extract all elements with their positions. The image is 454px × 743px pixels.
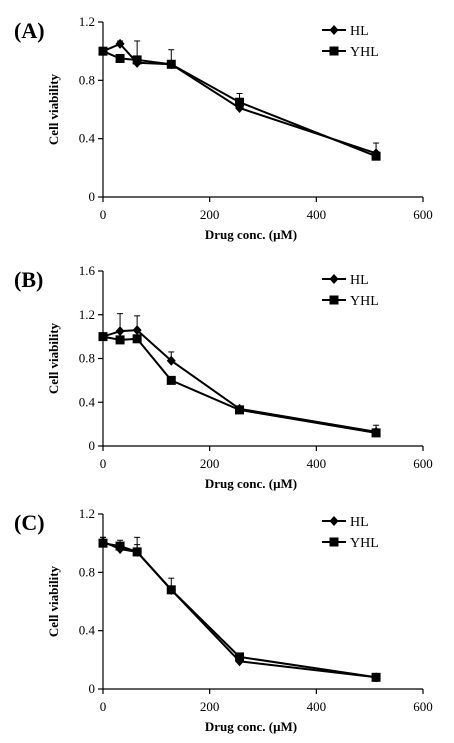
- data-point-square: [115, 335, 125, 345]
- data-point-square: [115, 53, 125, 63]
- x-tick-label: 200: [200, 456, 220, 471]
- y-tick-label: 0.8: [79, 351, 95, 366]
- panel-label: (B): [14, 267, 43, 292]
- legend-marker-diamond: [329, 516, 339, 526]
- x-axis-title: Drug conc. (μM): [205, 476, 297, 491]
- y-axis-title: Cell viability: [46, 73, 61, 145]
- y-tick-label: 1.2: [79, 14, 95, 29]
- y-tick-label: 0.8: [79, 72, 95, 87]
- y-tick-label: 0.8: [79, 564, 95, 579]
- data-point-square: [371, 428, 381, 438]
- legend-marker-diamond: [329, 25, 339, 35]
- series-hl: [98, 313, 381, 437]
- chart-panel-2: (B) 0 0.4 0.8 1.2 1.6 0 200 400 600 Drug conc. (μM…: [14, 263, 433, 491]
- y-tick-label: 0.4: [79, 623, 96, 638]
- y-tick-label: 0: [89, 189, 96, 204]
- x-tick-label: 400: [307, 699, 327, 714]
- data-point-square: [132, 334, 142, 344]
- legend: HL YHL: [322, 515, 379, 551]
- data-point-square: [235, 405, 245, 415]
- legend: HL YHL: [322, 273, 379, 309]
- legend-marker-square: [329, 46, 339, 56]
- x-tick-label: 600: [413, 456, 433, 471]
- legend-marker-diamond: [329, 274, 339, 284]
- y-tick-label: 0: [89, 681, 96, 696]
- y-axis-title: Cell viability: [46, 322, 61, 394]
- panel-label: (C): [14, 510, 45, 535]
- chart-panel-3: (C) 0 0.4 0.8 1.2 0 200 400 600 Drug conc. (μM) Ce…: [14, 506, 433, 734]
- data-point-square: [98, 332, 108, 342]
- x-tick-label: 200: [200, 207, 220, 222]
- data-point-square: [98, 46, 108, 56]
- series-line: [102, 329, 377, 433]
- legend-label: HL: [350, 515, 369, 530]
- chart-panel-1: (A) 0 0.4 0.8 1.2 0 200 400 600 Drug conc. (μM) Ce…: [14, 14, 433, 242]
- series-yhl: [98, 536, 381, 682]
- data-point-diamond: [115, 326, 125, 337]
- y-tick-label: 1.6: [79, 263, 96, 278]
- legend-label: YHL: [350, 294, 379, 309]
- y-tick-label: 0: [89, 438, 96, 453]
- panel-label: (A): [14, 18, 45, 43]
- data-point-square: [166, 59, 176, 69]
- data-point-square: [371, 672, 381, 682]
- data-point-square: [132, 547, 142, 557]
- x-axis-title: Drug conc. (μM): [205, 227, 297, 242]
- y-tick-label: 0.4: [79, 131, 96, 146]
- data-point-square: [98, 538, 108, 548]
- x-tick-label: 0: [100, 699, 107, 714]
- legend-label: HL: [350, 273, 369, 288]
- y-tick-label: 1.2: [79, 506, 95, 521]
- y-axis-title: Cell viability: [46, 565, 61, 637]
- series-line: [102, 335, 377, 434]
- data-point-square: [115, 541, 125, 551]
- x-tick-label: 600: [413, 207, 433, 222]
- data-point-square: [166, 585, 176, 595]
- data-point-diamond: [166, 355, 176, 366]
- x-tick-label: 0: [100, 207, 107, 222]
- y-tick-label: 1.2: [79, 307, 95, 322]
- data-point-square: [132, 55, 142, 65]
- series-yhl: [98, 40, 381, 161]
- data-point-square: [235, 652, 245, 662]
- data-point-square: [235, 97, 245, 107]
- data-point-diamond: [132, 325, 142, 336]
- x-tick-label: 400: [307, 456, 327, 471]
- x-tick-label: 0: [100, 456, 107, 471]
- legend-marker-square: [329, 537, 339, 547]
- y-tick-label: 0.4: [79, 394, 96, 409]
- data-point-diamond: [115, 38, 125, 49]
- legend: HL YHL: [322, 24, 379, 60]
- x-axis-title: Drug conc. (μM): [205, 719, 297, 734]
- x-tick-label: 200: [200, 699, 220, 714]
- legend-label: YHL: [350, 45, 379, 60]
- series-yhl: [98, 332, 381, 438]
- data-point-square: [166, 375, 176, 385]
- x-tick-label: 400: [307, 207, 327, 222]
- legend-label: HL: [350, 24, 369, 39]
- data-point-square: [371, 151, 381, 161]
- legend-label: YHL: [350, 536, 379, 551]
- legend-marker-square: [329, 295, 339, 305]
- x-tick-label: 600: [413, 699, 433, 714]
